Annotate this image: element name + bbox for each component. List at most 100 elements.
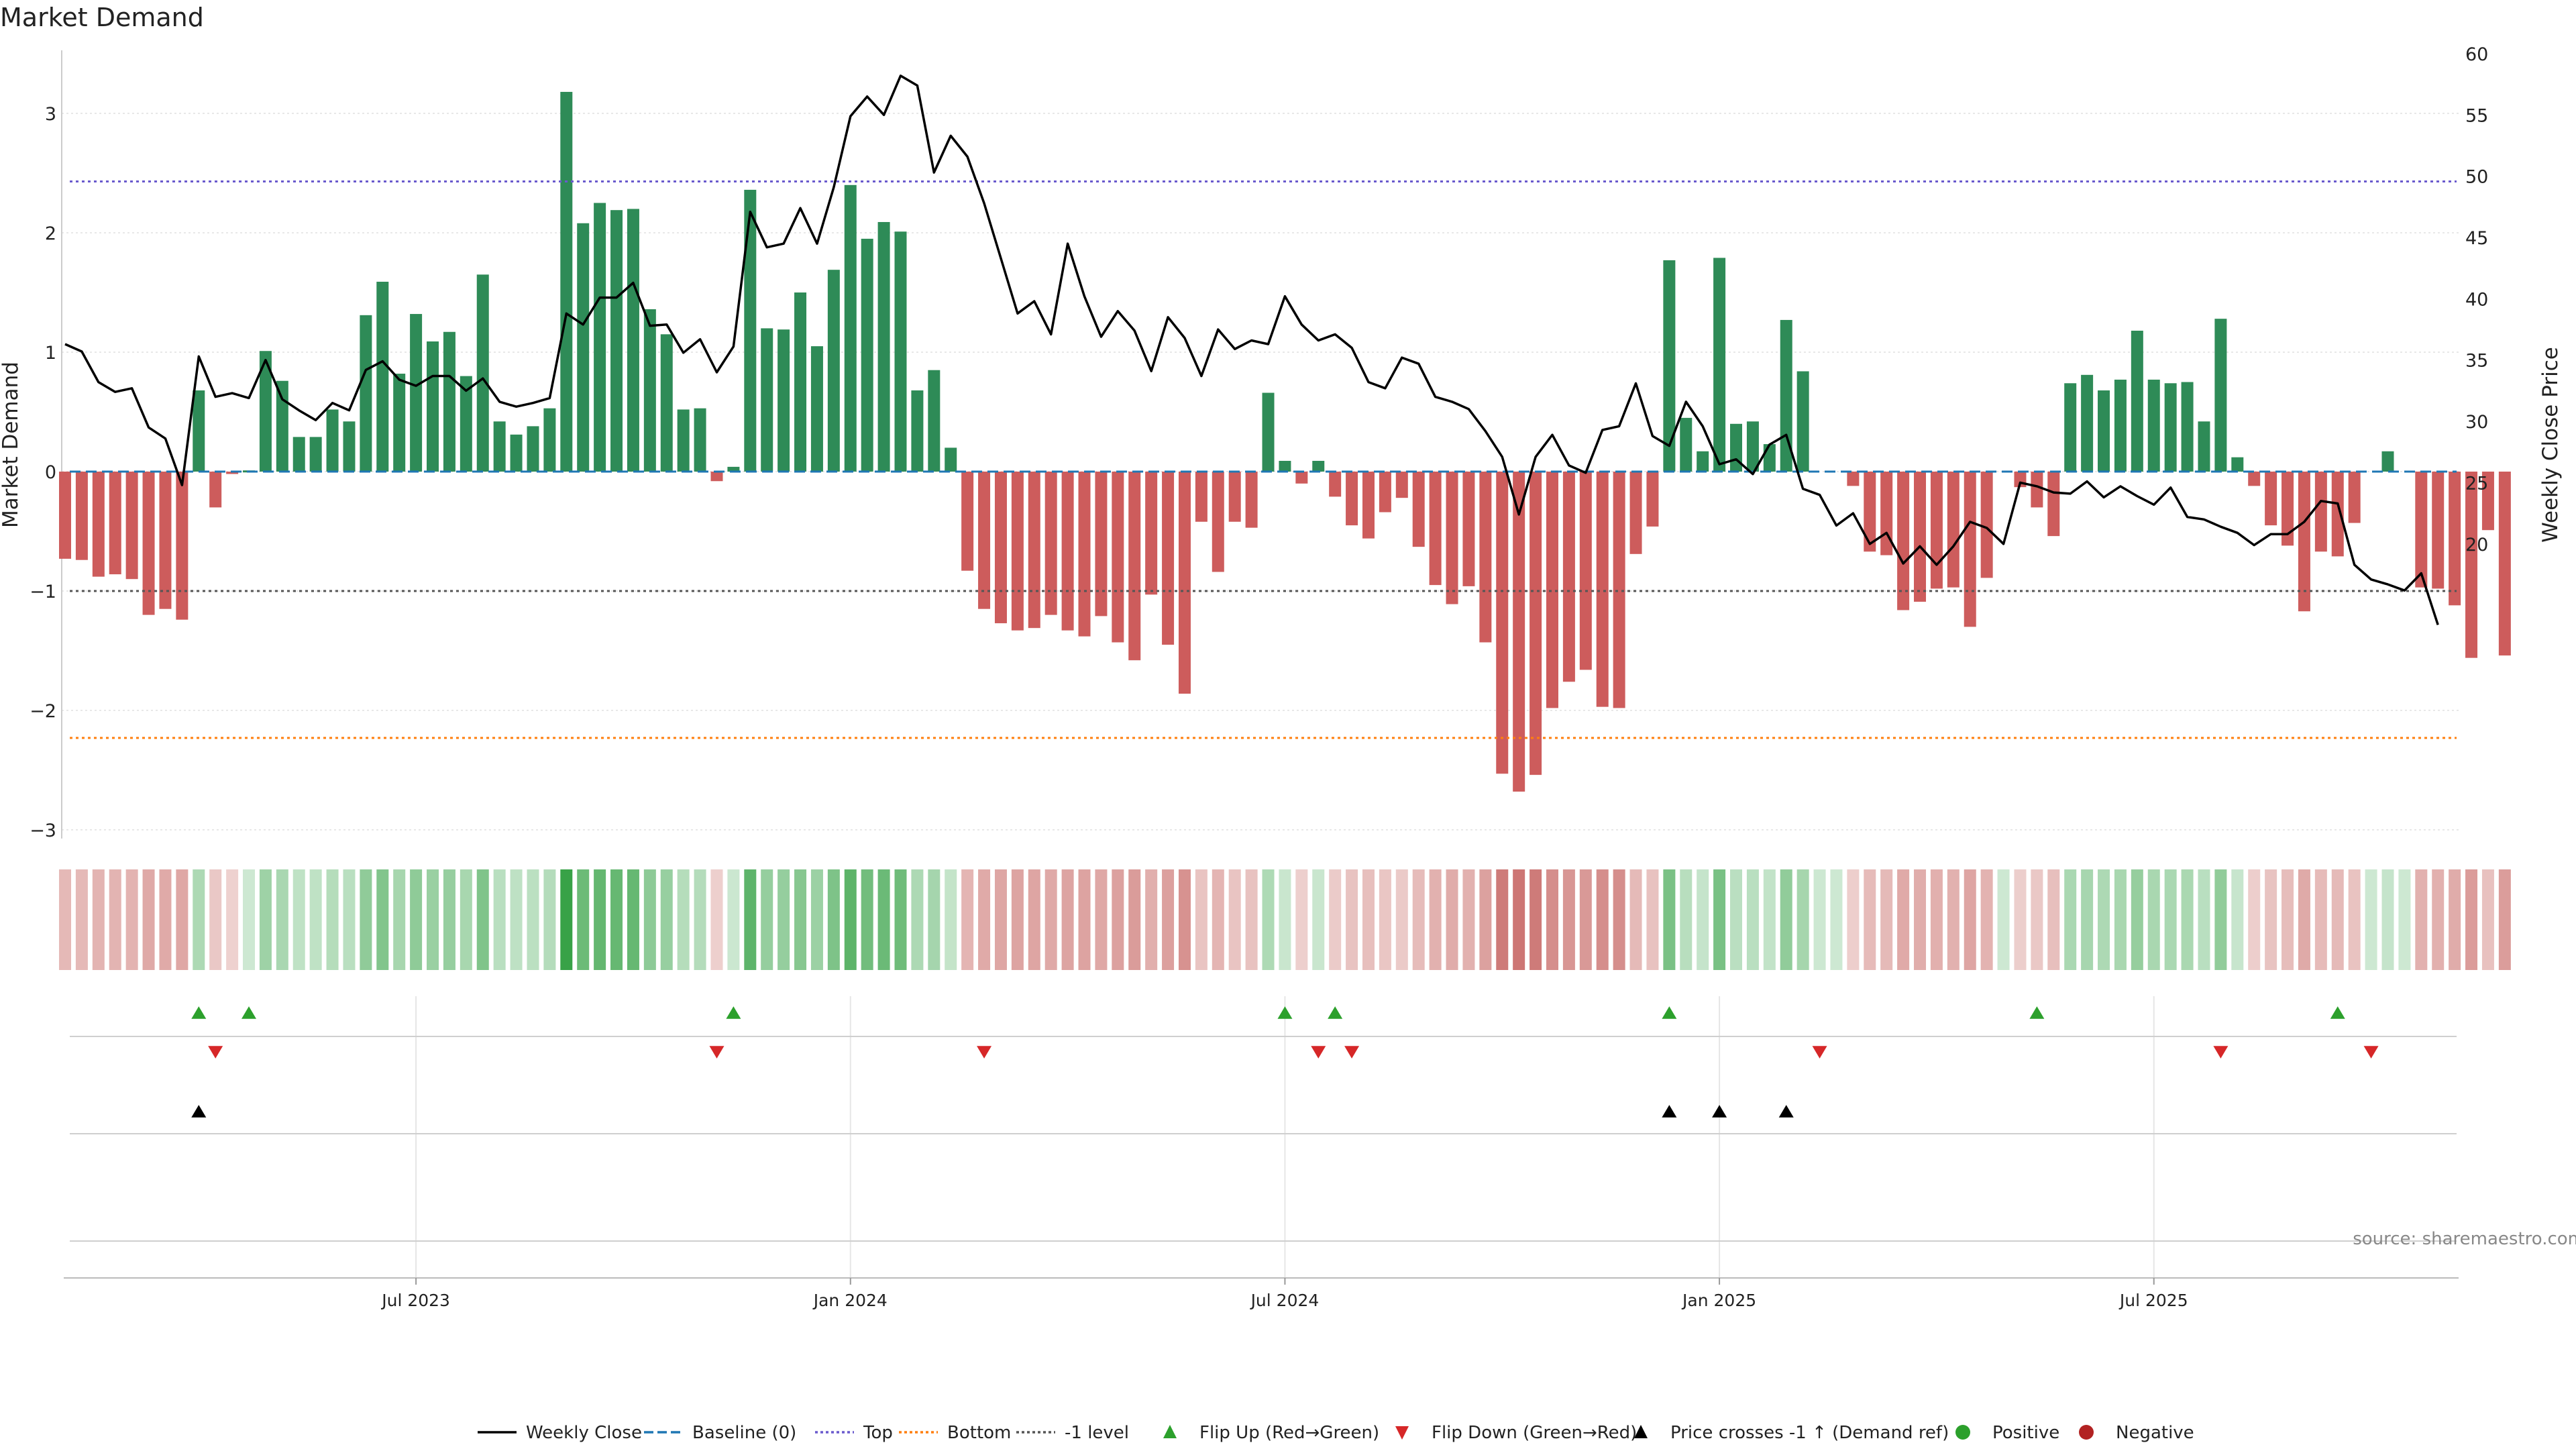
demand-bar xyxy=(1613,472,1625,708)
heatmap-cell xyxy=(1145,869,1158,970)
demand-bar xyxy=(1412,472,1425,547)
heatmap-cell xyxy=(2331,869,2344,970)
demand-bar xyxy=(911,390,924,472)
heatmap-cell xyxy=(2147,869,2160,970)
y-tick-label: 2 xyxy=(45,223,56,244)
heatmap-cell xyxy=(510,869,523,970)
legend-label: Baseline (0) xyxy=(692,1423,796,1443)
demand-bar xyxy=(861,238,873,472)
demand-bar xyxy=(510,434,523,472)
heatmap-cell xyxy=(1847,869,1860,970)
demand-bar xyxy=(1212,472,1224,572)
heatmap-cell xyxy=(2031,869,2043,970)
demand-bar xyxy=(1947,472,1960,588)
demand-bar xyxy=(2231,457,2244,472)
heatmap-cell xyxy=(727,869,740,970)
heatmap-cell xyxy=(877,869,890,970)
heatmap-cell xyxy=(1546,869,1558,970)
y2-axis-title: Weekly Close Price xyxy=(2538,347,2563,543)
heatmap-cell xyxy=(994,869,1007,970)
heatmap-cell xyxy=(2465,869,2478,970)
demand-bar xyxy=(1914,472,1927,602)
heatmap-cell xyxy=(1496,869,1509,970)
demand-bar xyxy=(2098,390,2110,472)
demand-bar xyxy=(627,209,639,472)
demand-bar xyxy=(543,408,556,472)
heatmap-cell xyxy=(92,869,105,970)
heatmap-cell xyxy=(343,869,356,970)
heatmap-cell xyxy=(677,869,690,970)
heatmap-cell xyxy=(710,869,723,970)
heatmap-cell xyxy=(142,869,155,970)
heatmap-cell xyxy=(243,869,256,970)
legend-item: -1 level xyxy=(1016,1423,1129,1443)
heatmap-cell xyxy=(1613,869,1625,970)
demand-bar xyxy=(460,376,472,472)
demand-bar xyxy=(2314,472,2327,552)
demand-bar xyxy=(2465,472,2478,658)
demand-bar xyxy=(1697,451,1709,472)
heatmap-cell xyxy=(1730,869,1742,970)
heatmap-cell xyxy=(1529,869,1542,970)
heatmap-cell xyxy=(1997,869,2010,970)
demand-bar xyxy=(827,270,840,472)
legend-item: Flip Down (Green→Red) xyxy=(1395,1423,1637,1443)
demand-bar xyxy=(877,221,890,472)
flip-down-marker xyxy=(208,1046,223,1059)
demand-bar xyxy=(2147,379,2160,472)
demand-bar xyxy=(1980,472,1993,578)
y-axis-title: Market Demand xyxy=(0,362,23,528)
heatmap-cell xyxy=(1095,869,1108,970)
heatmap-cell xyxy=(1178,869,1191,970)
heatmap-cell xyxy=(2047,869,2060,970)
heatmap-cell xyxy=(159,869,172,970)
y-tick-label: −3 xyxy=(30,820,56,841)
heatmap-cell xyxy=(2298,869,2310,970)
heatmap-cell xyxy=(1112,869,1124,970)
heatmap-cell xyxy=(75,869,88,970)
demand-bar xyxy=(1379,472,1391,513)
legend-label: Weekly Close xyxy=(526,1423,642,1443)
x-tick-label: Jul 2024 xyxy=(1250,1291,1320,1310)
heatmap-cell xyxy=(2432,869,2445,970)
heatmap-cell xyxy=(1980,869,1993,970)
heatmap-cell xyxy=(2398,869,2411,970)
demand-bar xyxy=(476,274,489,472)
heatmap-cell xyxy=(1629,869,1642,970)
demand-bar xyxy=(2064,383,2077,472)
heatmap-cell xyxy=(1446,869,1458,970)
demand-bar xyxy=(1596,472,1609,707)
legend-swatch xyxy=(1955,1425,1970,1440)
demand-bar xyxy=(1579,472,1592,670)
heatmap-cell xyxy=(59,869,71,970)
demand-bar xyxy=(2481,472,2494,531)
y-tick-label: −1 xyxy=(30,582,56,602)
heatmap-cell xyxy=(577,869,590,970)
y2-tick-label: 55 xyxy=(2465,105,2488,126)
heatmap-cell xyxy=(1880,869,1893,970)
demand-bar xyxy=(1011,472,1024,631)
demand-bar xyxy=(292,437,305,472)
heatmap-cell xyxy=(427,869,439,970)
demand-bar xyxy=(209,472,222,508)
legend-item: Flip Up (Red→Green) xyxy=(1163,1423,1379,1443)
demand-bar xyxy=(2081,374,2094,472)
flip-up-marker xyxy=(1662,1006,1677,1019)
y2-tick-label: 40 xyxy=(2465,289,2488,310)
heatmap-cell xyxy=(861,869,873,970)
demand-bar xyxy=(92,472,105,577)
demand-bar xyxy=(978,472,991,609)
x-tick-label: Jul 2025 xyxy=(2118,1291,2188,1310)
demand-bar xyxy=(59,472,71,559)
heatmap-cell xyxy=(1078,869,1091,970)
demand-bar xyxy=(994,472,1007,624)
demand-bar xyxy=(493,421,506,472)
demand-bar xyxy=(1629,472,1642,554)
demand-bar xyxy=(710,472,723,482)
demand-bar xyxy=(2498,472,2511,656)
legend-label: Flip Down (Green→Red) xyxy=(1432,1423,1637,1443)
heatmap-cell xyxy=(744,869,757,970)
demand-bar xyxy=(1295,472,1308,484)
legend-label: Top xyxy=(863,1423,893,1443)
demand-bar xyxy=(1128,472,1141,661)
